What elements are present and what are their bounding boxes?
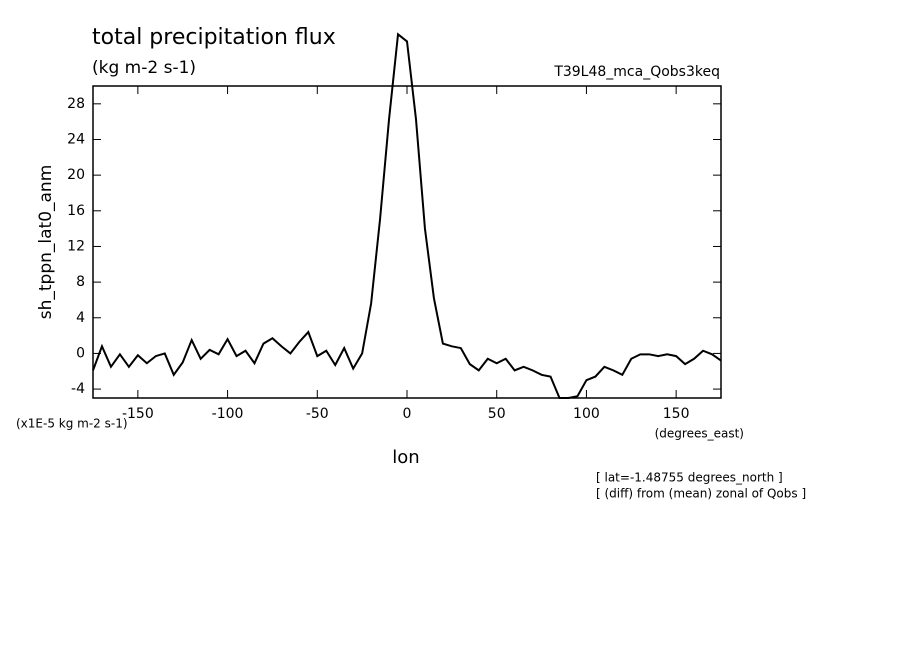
x-axis-label: lon: [392, 447, 419, 468]
y-units: (x1E-5 kg m-2 s-1): [16, 417, 128, 431]
chart-subtitle: (kg m-2 s-1): [92, 58, 196, 78]
x-tick-label: 150: [663, 406, 690, 422]
data-line: [92, 32, 722, 399]
y-axis-label: sh_tppn_lat0_anm: [36, 165, 56, 320]
x-tick-label: -100: [212, 406, 244, 422]
x-units: (degrees_east): [655, 427, 744, 441]
y-tick-label: 0: [76, 345, 85, 361]
y-tick-label: -4: [71, 381, 85, 397]
note: [ lat=-1.48755 degrees_north ]: [596, 471, 783, 485]
y-tick-label: 12: [67, 238, 85, 254]
x-tick-label: -150: [122, 406, 154, 422]
y-tick-label: 28: [67, 96, 85, 112]
x-tick-label: 50: [488, 406, 506, 422]
y-tick-label: 8: [76, 274, 85, 290]
y-tick-label: 16: [67, 203, 85, 219]
y-tick-label: 20: [67, 167, 85, 183]
y-tick-label: 24: [67, 131, 85, 147]
x-tick-label: 0: [403, 406, 412, 422]
chart-title: total precipitation flux: [92, 25, 336, 50]
y-tick-label: 4: [76, 310, 85, 326]
run-label: T39L48_mca_Qobs3keq: [553, 64, 720, 80]
x-tick-label: 100: [573, 406, 600, 422]
x-tick-label: -50: [306, 406, 329, 422]
note: [ (diff) from (mean) zonal of Qobs ]: [596, 487, 806, 501]
